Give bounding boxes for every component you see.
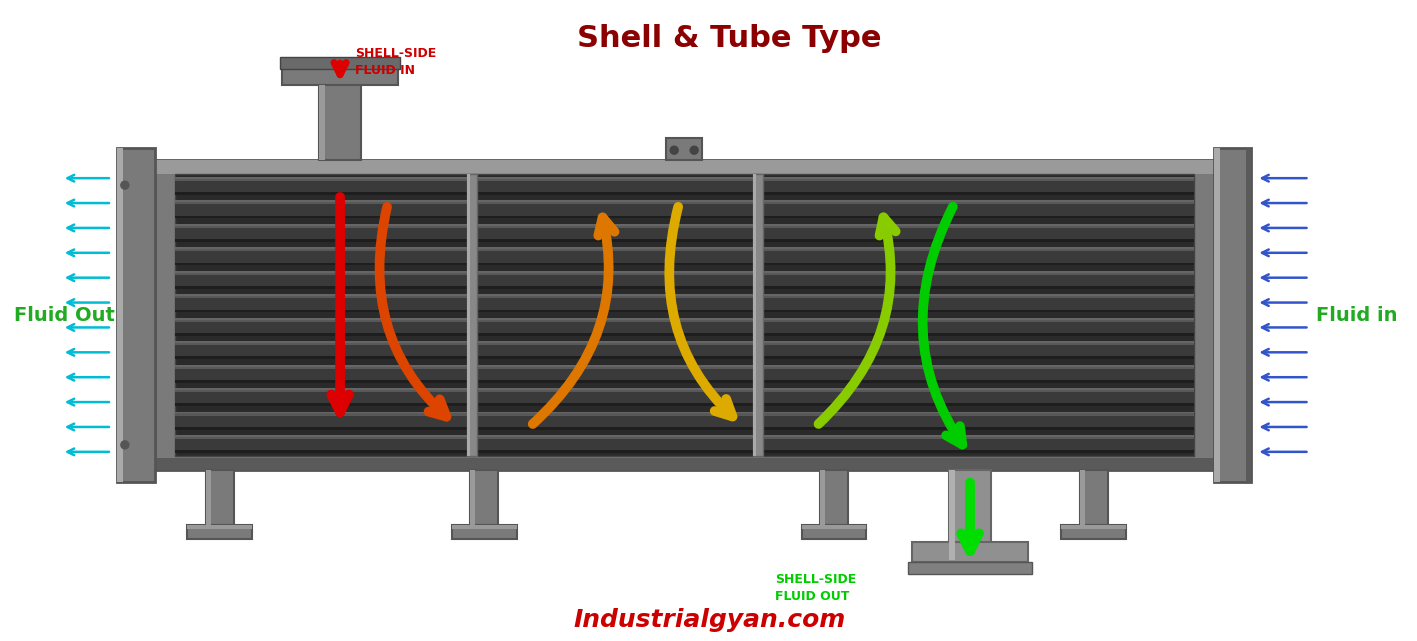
FancyBboxPatch shape xyxy=(174,318,1193,336)
FancyBboxPatch shape xyxy=(174,272,1193,275)
FancyBboxPatch shape xyxy=(1213,148,1220,482)
FancyBboxPatch shape xyxy=(174,365,1193,369)
FancyBboxPatch shape xyxy=(174,412,1193,429)
FancyBboxPatch shape xyxy=(174,226,1193,228)
FancyBboxPatch shape xyxy=(281,57,400,69)
FancyBboxPatch shape xyxy=(949,470,955,560)
FancyBboxPatch shape xyxy=(205,470,234,525)
FancyBboxPatch shape xyxy=(174,271,1193,288)
FancyBboxPatch shape xyxy=(174,271,1193,275)
FancyBboxPatch shape xyxy=(174,201,1193,204)
FancyBboxPatch shape xyxy=(174,224,1193,228)
FancyBboxPatch shape xyxy=(174,412,1193,415)
FancyBboxPatch shape xyxy=(187,525,252,538)
FancyBboxPatch shape xyxy=(1080,470,1084,525)
FancyBboxPatch shape xyxy=(174,224,1193,242)
FancyBboxPatch shape xyxy=(174,201,1193,219)
FancyBboxPatch shape xyxy=(452,525,517,538)
FancyBboxPatch shape xyxy=(174,249,1193,251)
FancyBboxPatch shape xyxy=(154,458,1213,470)
FancyBboxPatch shape xyxy=(174,215,1193,219)
FancyBboxPatch shape xyxy=(205,470,211,525)
FancyBboxPatch shape xyxy=(1213,148,1251,482)
FancyBboxPatch shape xyxy=(174,294,1193,298)
FancyBboxPatch shape xyxy=(116,148,123,482)
FancyBboxPatch shape xyxy=(174,356,1193,359)
FancyBboxPatch shape xyxy=(174,427,1193,429)
FancyBboxPatch shape xyxy=(754,174,757,456)
FancyBboxPatch shape xyxy=(468,174,470,456)
FancyBboxPatch shape xyxy=(802,525,866,538)
FancyBboxPatch shape xyxy=(187,525,252,529)
FancyBboxPatch shape xyxy=(174,310,1193,312)
FancyBboxPatch shape xyxy=(174,294,1193,312)
FancyBboxPatch shape xyxy=(1247,148,1251,482)
FancyBboxPatch shape xyxy=(802,525,866,529)
FancyBboxPatch shape xyxy=(174,437,1193,439)
FancyBboxPatch shape xyxy=(174,247,1193,265)
FancyBboxPatch shape xyxy=(820,470,847,525)
FancyBboxPatch shape xyxy=(174,380,1193,383)
Text: Shell & Tube Type: Shell & Tube Type xyxy=(577,24,881,53)
FancyBboxPatch shape xyxy=(174,286,1193,288)
FancyBboxPatch shape xyxy=(154,160,1213,174)
FancyBboxPatch shape xyxy=(174,341,1193,345)
FancyBboxPatch shape xyxy=(468,174,478,456)
FancyBboxPatch shape xyxy=(174,179,1193,181)
FancyBboxPatch shape xyxy=(174,341,1193,359)
FancyBboxPatch shape xyxy=(174,296,1193,298)
FancyBboxPatch shape xyxy=(174,435,1193,453)
Circle shape xyxy=(120,441,129,449)
FancyBboxPatch shape xyxy=(908,562,1032,574)
FancyBboxPatch shape xyxy=(319,85,324,160)
FancyBboxPatch shape xyxy=(470,470,476,525)
FancyBboxPatch shape xyxy=(174,174,1193,456)
FancyBboxPatch shape xyxy=(174,247,1193,251)
FancyBboxPatch shape xyxy=(174,343,1193,345)
FancyBboxPatch shape xyxy=(116,148,154,482)
Text: SHELL-SIDE
FLUID IN: SHELL-SIDE FLUID IN xyxy=(356,47,436,78)
FancyBboxPatch shape xyxy=(174,203,1193,204)
FancyBboxPatch shape xyxy=(1061,525,1127,529)
FancyBboxPatch shape xyxy=(174,318,1193,322)
FancyBboxPatch shape xyxy=(174,177,1193,195)
FancyBboxPatch shape xyxy=(174,239,1193,242)
FancyBboxPatch shape xyxy=(174,333,1193,336)
FancyBboxPatch shape xyxy=(913,542,1027,562)
FancyBboxPatch shape xyxy=(174,388,1193,392)
FancyBboxPatch shape xyxy=(319,85,361,160)
Circle shape xyxy=(120,181,129,189)
FancyBboxPatch shape xyxy=(1061,525,1127,538)
FancyBboxPatch shape xyxy=(174,388,1193,406)
FancyBboxPatch shape xyxy=(174,367,1193,369)
FancyBboxPatch shape xyxy=(174,177,1193,181)
FancyBboxPatch shape xyxy=(174,435,1193,439)
FancyBboxPatch shape xyxy=(470,470,499,525)
FancyBboxPatch shape xyxy=(154,160,1213,470)
FancyBboxPatch shape xyxy=(174,413,1193,415)
Circle shape xyxy=(690,146,699,154)
FancyBboxPatch shape xyxy=(754,174,764,456)
FancyBboxPatch shape xyxy=(174,451,1193,453)
FancyBboxPatch shape xyxy=(666,138,703,160)
FancyBboxPatch shape xyxy=(174,192,1193,195)
FancyBboxPatch shape xyxy=(452,525,517,529)
FancyBboxPatch shape xyxy=(949,470,990,560)
FancyBboxPatch shape xyxy=(174,320,1193,322)
FancyBboxPatch shape xyxy=(820,470,825,525)
FancyBboxPatch shape xyxy=(1080,470,1108,525)
FancyBboxPatch shape xyxy=(282,65,398,85)
Circle shape xyxy=(670,146,679,154)
Text: SHELL-SIDE
FLUID OUT: SHELL-SIDE FLUID OUT xyxy=(775,572,856,603)
Text: Fluid Out: Fluid Out xyxy=(14,306,115,324)
Text: Fluid in: Fluid in xyxy=(1316,306,1399,324)
FancyBboxPatch shape xyxy=(174,390,1193,392)
FancyBboxPatch shape xyxy=(174,403,1193,406)
Text: Industrialgyan.com: Industrialgyan.com xyxy=(572,608,846,631)
FancyBboxPatch shape xyxy=(174,263,1193,265)
FancyBboxPatch shape xyxy=(174,365,1193,383)
